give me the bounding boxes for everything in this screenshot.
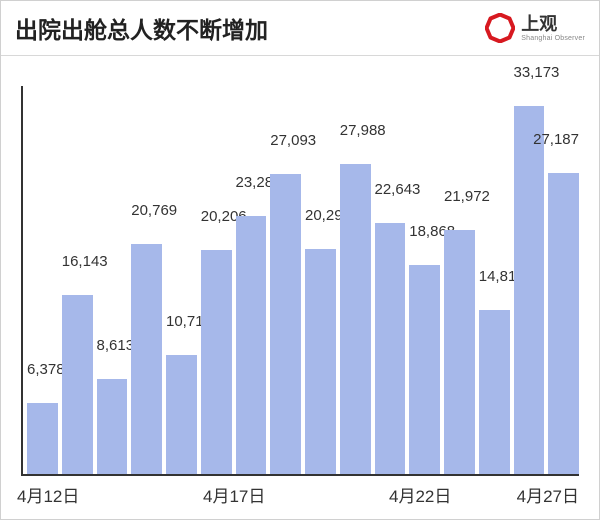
x-axis-label: 4月27日 xyxy=(517,482,579,507)
header: 出院出舱总人数不断增加 上观 Shanghai Observer xyxy=(1,1,599,55)
bar xyxy=(548,173,579,474)
bar-wrapper: 27,187 xyxy=(548,86,579,474)
x-axis-label: 4月17日 xyxy=(203,482,265,507)
bar-value-label: 8,613 xyxy=(97,337,135,358)
bar xyxy=(131,244,162,474)
shanghai-observer-icon xyxy=(485,13,515,43)
bar xyxy=(305,249,336,474)
bar-value-label: 27,187 xyxy=(533,131,579,152)
bar-wrapper: 23,286 xyxy=(236,86,267,474)
bar xyxy=(27,403,58,474)
bar-wrapper: 18,868 xyxy=(409,86,440,474)
bar-wrapper: 16,143 xyxy=(62,86,93,474)
brand-logo: 上观 Shanghai Observer xyxy=(485,13,585,43)
bar xyxy=(236,216,267,474)
brand-text: 上观 Shanghai Observer xyxy=(521,15,585,42)
bar-wrapper: 20,206 xyxy=(201,86,232,474)
bar-wrapper: 20,297 xyxy=(305,86,336,474)
bar xyxy=(444,230,475,474)
bar xyxy=(409,265,440,474)
x-axis-label: 4月12日 xyxy=(17,482,79,507)
bars-container: 6,37816,1438,61320,76910,71520,20623,286… xyxy=(21,86,579,476)
bar-value-label: 6,378 xyxy=(27,361,65,382)
brand-name-en: Shanghai Observer xyxy=(521,35,585,42)
bar-wrapper: 27,093 xyxy=(270,86,301,474)
bar-wrapper: 8,613 xyxy=(97,86,128,474)
bar xyxy=(62,295,93,474)
brand-name-cn: 上观 xyxy=(521,15,585,33)
bar xyxy=(514,106,545,474)
x-axis-label: 4月22日 xyxy=(389,482,451,507)
bar-wrapper: 27,988 xyxy=(340,86,371,474)
bar-wrapper: 20,769 xyxy=(131,86,162,474)
bar-wrapper: 6,378 xyxy=(27,86,58,474)
bar-wrapper: 14,812 xyxy=(479,86,510,474)
bar xyxy=(166,355,197,474)
bar xyxy=(340,164,371,474)
bar xyxy=(270,174,301,474)
bar xyxy=(97,379,128,474)
bar xyxy=(375,223,406,474)
bar xyxy=(479,310,510,474)
bar-wrapper: 10,715 xyxy=(166,86,197,474)
bar-chart: 6,37816,1438,61320,76910,71520,20623,286… xyxy=(21,86,579,476)
bar-wrapper: 22,643 xyxy=(375,86,406,474)
bar-value-label: 33,173 xyxy=(514,64,560,85)
chart-frame: 出院出舱总人数不断增加 上观 Shanghai Observer 6,37816… xyxy=(0,0,600,520)
page-title: 出院出舱总人数不断增加 xyxy=(15,11,268,45)
header-divider xyxy=(1,55,599,56)
bar xyxy=(201,250,232,474)
bar-wrapper: 21,972 xyxy=(444,86,475,474)
